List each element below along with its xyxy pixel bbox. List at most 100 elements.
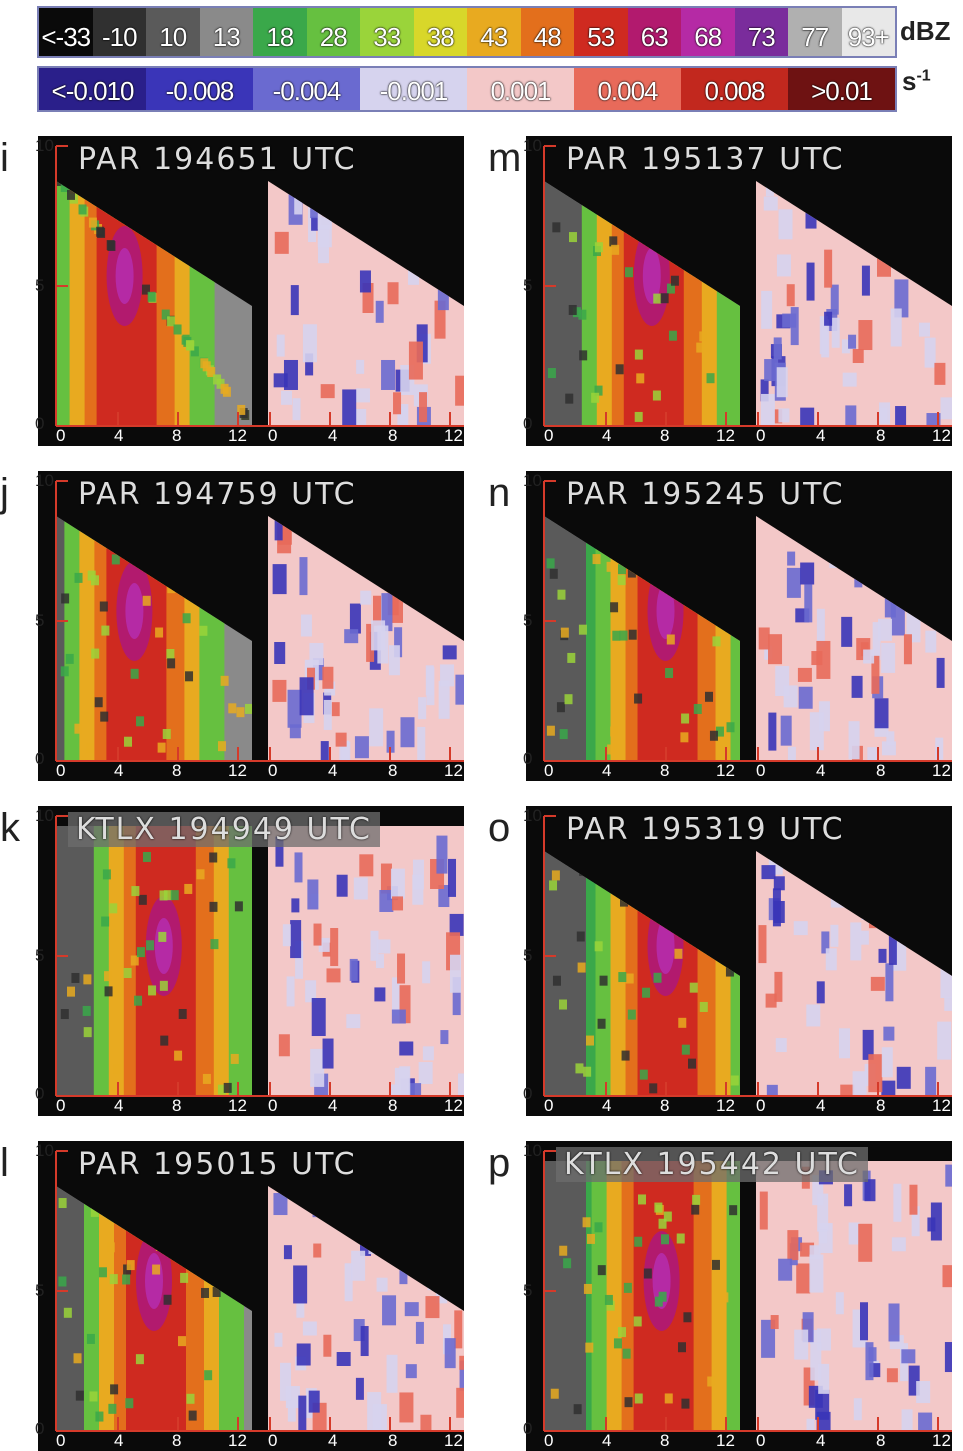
x-tick-label: 4 bbox=[328, 1096, 338, 1115]
x-tick-label: 12 bbox=[716, 761, 735, 780]
x-tick-label: 8 bbox=[660, 1096, 670, 1115]
x-tick-label: 0 bbox=[756, 1096, 766, 1115]
reflectivity-colorbar-segment: 63 bbox=[627, 8, 681, 56]
x-tick-label: 12 bbox=[228, 426, 247, 445]
panel-letter: i bbox=[0, 136, 9, 180]
reflectivity-colorbar-segment: 18 bbox=[253, 8, 307, 56]
x-tick-label: 0 bbox=[56, 1096, 66, 1115]
x-tick-label: 0 bbox=[544, 1431, 554, 1450]
x-tick-label: 0 bbox=[756, 761, 766, 780]
x-tick-label: 8 bbox=[172, 1431, 182, 1450]
reflectivity-colorbar-segment: -10 bbox=[92, 8, 146, 56]
reflectivity-colorbar-segment: 77 bbox=[788, 8, 842, 56]
x-tick-label: 0 bbox=[756, 1431, 766, 1450]
x-tick-label: 4 bbox=[602, 1431, 612, 1450]
x-tick-label: 4 bbox=[328, 426, 338, 445]
x-tick-label: 0 bbox=[268, 761, 278, 780]
x-tick-label: 8 bbox=[388, 1431, 398, 1450]
x-tick-label: 12 bbox=[932, 1431, 951, 1450]
x-tick-label: 8 bbox=[876, 1096, 886, 1115]
y-tick-label: 5 bbox=[35, 276, 45, 295]
panel-n: n PAR 195245 UTC 10 5 0 0 4 8 12 0 4 8 12 bbox=[488, 471, 952, 781]
shear-colorbar-segment: <-0.010 bbox=[39, 68, 146, 110]
panel-l: l PAR 195015 UTC 10 5 0 0 4 8 12 0 4 8 12 bbox=[0, 1141, 464, 1451]
x-tick-label: 12 bbox=[228, 1096, 247, 1115]
y-tick-label: 10 bbox=[35, 806, 54, 825]
x-tick-label: 0 bbox=[544, 426, 554, 445]
panel-image bbox=[38, 806, 464, 1116]
panel-p: p KTLX 195442 UTC 10 5 0 0 4 8 12 0 4 8 12 bbox=[488, 1141, 952, 1451]
shear-colorbar-segment: 0.001 bbox=[467, 68, 574, 110]
y-tick-label: 10 bbox=[35, 471, 54, 490]
y-tick-label: 5 bbox=[35, 946, 45, 965]
panel-title: KTLX 195442 UTC bbox=[556, 1147, 869, 1182]
x-tick-label: 0 bbox=[56, 1431, 66, 1450]
x-tick-label: 12 bbox=[444, 426, 463, 445]
x-tick-label: 12 bbox=[716, 426, 735, 445]
x-tick-label: 12 bbox=[932, 1096, 951, 1115]
x-tick-label: 4 bbox=[816, 761, 826, 780]
panel-i: i PAR 194651 UTC 10 5 0 0 4 8 12 0 4 8 12 bbox=[0, 136, 464, 446]
shear-colorbar-segment: >0.01 bbox=[788, 68, 895, 110]
reflectivity-colorbar-segment: 43 bbox=[467, 8, 521, 56]
x-tick-label: 4 bbox=[602, 761, 612, 780]
reflectivity-colorbar-segment: 68 bbox=[681, 8, 735, 56]
shear-colorbar: <-0.010 -0.008 -0.004 -0.001 0.001 0.004 0.008… bbox=[37, 66, 897, 112]
panel-image bbox=[526, 471, 952, 781]
x-tick-label: 8 bbox=[660, 1431, 670, 1450]
x-tick-label: 4 bbox=[328, 1431, 338, 1450]
panel-title: PAR 194759 UTC bbox=[78, 477, 357, 512]
x-tick-label: 0 bbox=[544, 761, 554, 780]
x-tick-label: 12 bbox=[444, 1431, 463, 1450]
x-tick-label: 8 bbox=[388, 426, 398, 445]
reflectivity-colorbar: <-33 -10 10 13 18 28 33 38 43 48 53 63 68 73 77 93+ bbox=[37, 6, 897, 58]
x-tick-label: 8 bbox=[388, 1096, 398, 1115]
x-tick-label: 12 bbox=[444, 1096, 463, 1115]
reflectivity-colorbar-segment: 48 bbox=[520, 8, 574, 56]
y-tick-label: 0 bbox=[35, 749, 45, 768]
panel-title: PAR 195245 UTC bbox=[566, 477, 845, 512]
panel-letter: o bbox=[488, 806, 511, 850]
reflectivity-colorbar-segment: 28 bbox=[306, 8, 360, 56]
shear-colorbar-segment: -0.001 bbox=[360, 68, 467, 110]
x-tick-label: 4 bbox=[602, 426, 612, 445]
y-tick-label: 5 bbox=[35, 1281, 45, 1300]
x-tick-label: 12 bbox=[228, 761, 247, 780]
panel-title: PAR 194651 UTC bbox=[78, 142, 357, 177]
panel-image bbox=[526, 806, 952, 1116]
x-tick-label: 4 bbox=[816, 1431, 826, 1450]
y-tick-label: 5 bbox=[523, 1281, 533, 1300]
panel-k: k KTLX 194949 UTC 10 5 0 0 4 8 12 0 4 8 12 bbox=[0, 806, 464, 1116]
x-tick-label: 0 bbox=[56, 761, 66, 780]
panel-j: j PAR 194759 UTC 10 5 0 0 4 8 12 0 4 8 12 bbox=[0, 471, 464, 781]
y-tick-label: 0 bbox=[523, 749, 533, 768]
x-tick-label: 4 bbox=[816, 1096, 826, 1115]
x-tick-label: 8 bbox=[172, 761, 182, 780]
x-tick-label: 8 bbox=[876, 1431, 886, 1450]
panel-letter: p bbox=[488, 1141, 511, 1185]
x-tick-label: 4 bbox=[328, 761, 338, 780]
x-tick-label: 12 bbox=[716, 1431, 735, 1450]
y-tick-label: 0 bbox=[35, 1084, 45, 1103]
panel-title: KTLX 194949 UTC bbox=[68, 812, 381, 847]
panel-image bbox=[38, 1141, 464, 1451]
y-tick-label: 10 bbox=[523, 471, 542, 490]
x-tick-label: 8 bbox=[660, 426, 670, 445]
y-tick-label: 10 bbox=[35, 1141, 54, 1160]
panel-image bbox=[526, 1141, 952, 1451]
y-tick-label: 5 bbox=[523, 946, 533, 965]
reflectivity-colorbar-segment: 13 bbox=[199, 8, 253, 56]
y-tick-label: 5 bbox=[523, 276, 533, 295]
shear-colorbar-segment: -0.004 bbox=[253, 68, 360, 110]
x-tick-label: 0 bbox=[268, 1431, 278, 1450]
panel-title: PAR 195015 UTC bbox=[78, 1147, 357, 1182]
x-tick-label: 4 bbox=[114, 426, 124, 445]
y-tick-label: 0 bbox=[35, 414, 45, 433]
reflectivity-colorbar-segment: 93+ bbox=[841, 8, 895, 56]
x-tick-label: 8 bbox=[172, 1096, 182, 1115]
panel-image bbox=[38, 471, 464, 781]
x-tick-label: 4 bbox=[602, 1096, 612, 1115]
x-tick-label: 0 bbox=[268, 1096, 278, 1115]
y-tick-label: 10 bbox=[523, 136, 542, 155]
y-tick-label: 0 bbox=[35, 1419, 45, 1438]
